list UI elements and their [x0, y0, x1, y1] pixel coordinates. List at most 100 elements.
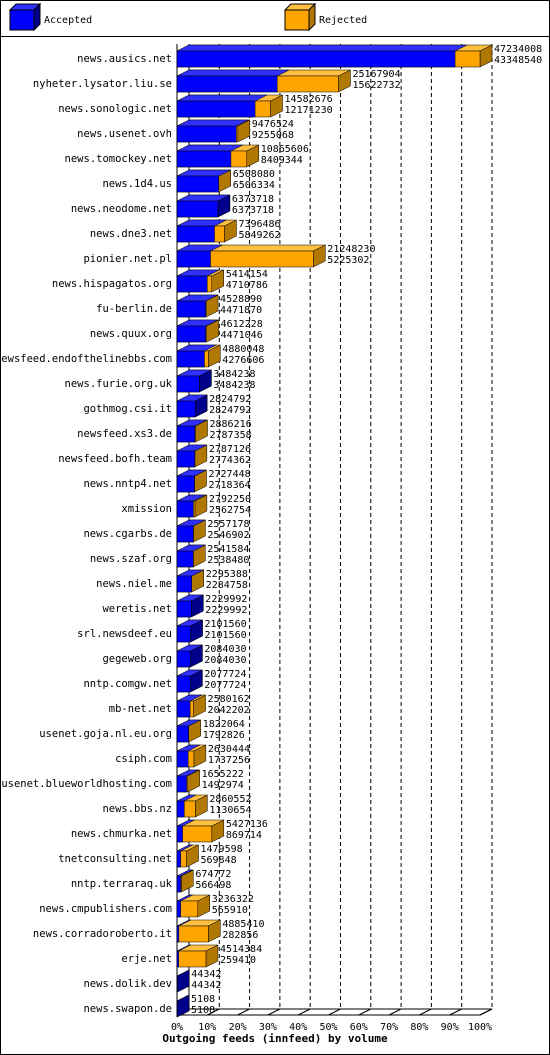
bar-accepted-top: [176, 119, 249, 127]
value-label: 1737256: [208, 755, 250, 766]
value-label: 566498: [195, 880, 231, 891]
bar-accepted: [176, 250, 211, 268]
legend-swatch-side: [33, 2, 41, 32]
y-tick-label: news.nntp4.net: [83, 478, 172, 490]
value-label: 4514384: [220, 944, 262, 955]
value-label: 565910: [212, 905, 248, 916]
value-label: 43348540: [494, 55, 542, 66]
value-label: 21248230: [327, 244, 375, 255]
value-label: 6506334: [233, 180, 275, 191]
y-tick-label: news.niel.me: [96, 578, 172, 590]
bar-accepted: [176, 650, 191, 668]
bar-accepted-top: [176, 44, 468, 52]
y-tick-label: csiph.com: [115, 753, 172, 765]
value-label: 282856: [222, 930, 258, 941]
value-label: 259410: [220, 955, 256, 966]
value-label: 4885410: [222, 919, 264, 930]
bar-accepted: [176, 400, 196, 418]
x-tick-label: 70%: [380, 1022, 398, 1033]
bar-accepted: [176, 625, 191, 643]
value-label: 1655222: [202, 769, 244, 780]
value-label: 6508080: [233, 169, 275, 180]
y-tick-label: fu-berlin.de: [96, 303, 172, 315]
value-label: 44342: [191, 969, 221, 980]
bar-accepted: [176, 75, 278, 93]
bar-accepted: [176, 675, 191, 693]
y-tick-label: nyheter.lysator.liu.se: [33, 78, 172, 90]
value-label: 2557178: [207, 519, 249, 530]
value-label: 2101560: [204, 619, 246, 630]
y-tick-label: news.cgarbs.de: [83, 528, 172, 540]
value-label: 4528890: [220, 294, 262, 305]
value-label: 2630444: [208, 744, 250, 755]
x-tick-label: 40%: [289, 1022, 307, 1033]
x-tick-label: 50%: [319, 1022, 337, 1033]
value-label: 44342: [191, 980, 221, 991]
y-tick-label: news.tomockey.net: [65, 153, 172, 165]
value-label: 2562754: [209, 505, 251, 516]
y-tick-label: news.dne3.net: [90, 228, 172, 240]
value-label: 6373718: [232, 194, 274, 205]
value-label: 3484238: [213, 369, 255, 380]
value-label: 2727448: [208, 469, 250, 480]
y-tick-label: news.chmurka.net: [71, 828, 172, 840]
bar-accepted: [176, 725, 189, 743]
x-tick: [388, 1008, 402, 1016]
value-label: 7396486: [238, 219, 280, 230]
bar-accepted: [176, 225, 215, 243]
y-tick-label: news.ausics.net: [77, 53, 172, 65]
value-label: 5225302: [327, 255, 369, 266]
value-label: 2084030: [204, 655, 246, 666]
bar-accepted: [176, 775, 187, 793]
y-tick-label: news.dolik.dev: [83, 978, 172, 990]
value-label: 47234008: [494, 44, 542, 55]
x-axis-title: Outgoing feeds (innfeed) by volume: [162, 1032, 388, 1045]
bar-accepted: [176, 950, 179, 968]
bar-accepted: [176, 450, 196, 468]
bar-accepted: [176, 850, 181, 868]
value-label: 2792250: [209, 494, 251, 505]
bar-accepted: [176, 700, 191, 718]
value-label: 1130654: [209, 805, 251, 816]
value-label: 1479598: [200, 844, 242, 855]
y-tick-label: tnetconsulting.net: [58, 853, 172, 865]
bar-accepted: [176, 275, 208, 293]
value-label: 2718364: [208, 480, 250, 491]
x-tick: [328, 1008, 341, 1016]
y-tick-label: srl.newsdeef.eu: [77, 628, 172, 640]
value-label: 2229992: [205, 594, 247, 605]
value-label: 14582676: [285, 94, 333, 105]
value-label: 2101560: [204, 630, 246, 641]
x-tick: [237, 1008, 250, 1016]
y-tick-label: news.cmpublishers.com: [39, 903, 172, 915]
y-tick-label: nntp.comgw.net: [83, 678, 172, 690]
y-tick-label: mb-net.net: [109, 703, 172, 715]
y-tick-label: gegeweb.org: [102, 653, 172, 665]
y-tick-label: usenet.blueworldhosting.com: [1, 778, 172, 790]
value-label: 5427136: [226, 819, 268, 830]
y-tick-label: usenet.goja.nl.eu.org: [39, 728, 172, 740]
bar-accepted-top: [176, 94, 268, 102]
y-tick-label: xmission: [121, 503, 172, 515]
value-label: 869714: [226, 830, 262, 841]
value-label: 569848: [200, 855, 236, 866]
y-tick-label: newsfeed.xs3.de: [77, 428, 172, 440]
value-label: 4612228: [221, 319, 263, 330]
value-label: 9476524: [252, 119, 294, 130]
bar-accepted: [176, 550, 194, 568]
bar-accepted: [176, 875, 181, 893]
legend-swatch-side: [308, 2, 316, 32]
y-tick-label: erje.net: [121, 953, 172, 965]
x-tick-label: 0%: [171, 1022, 183, 1033]
bar-accepted: [176, 125, 237, 143]
bar-total: [176, 925, 209, 943]
value-label: 1492974: [202, 780, 244, 791]
y-tick-label: news.neodome.net: [71, 203, 172, 215]
value-label: 5108: [191, 994, 215, 1005]
bar-total: [176, 950, 207, 968]
x-tick: [297, 1008, 311, 1016]
bar-accepted: [176, 575, 192, 593]
x-tick: [267, 1008, 281, 1016]
value-label: 2787126: [209, 444, 251, 455]
bar-accepted-side: [177, 969, 190, 993]
